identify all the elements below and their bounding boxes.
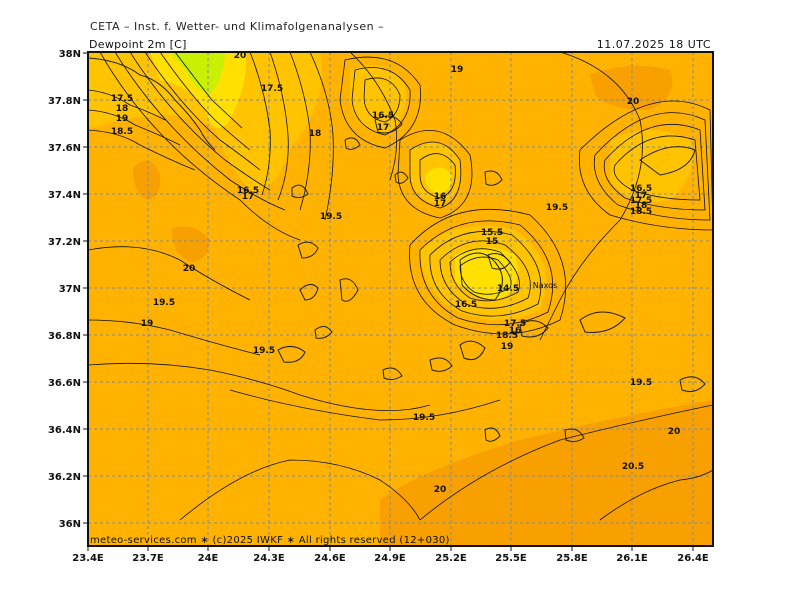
gridlines: [88, 52, 713, 546]
y-tick-label: 36.8N: [48, 331, 81, 342]
contour-label: 20: [183, 264, 196, 274]
y-axis-labels: 38N 37.8N 37.6N 37.4N 37.2N 37N 36.8N 36…: [48, 49, 81, 530]
plot-frame: [87, 51, 714, 547]
y-tick-label: 37.4N: [48, 190, 81, 201]
contour-label: 15.5: [481, 228, 503, 238]
x-tick-label: 23.4E: [72, 553, 104, 564]
contour-label: 19: [501, 342, 514, 352]
contour-label: 19.5: [546, 203, 568, 213]
contour-label: 20: [668, 427, 681, 437]
moist-core-center: [425, 167, 452, 194]
y-tick-label: 38N: [59, 49, 81, 60]
contour-label: 15: [486, 237, 499, 247]
contour-label: 19.5: [630, 378, 652, 388]
isolines: [88, 52, 713, 521]
x-tick-label: 26.4E: [677, 553, 709, 564]
contour-label: 19: [141, 319, 154, 329]
contour-label: 18: [309, 129, 322, 139]
contour-label: 19.5: [253, 346, 275, 356]
x-tick-label: 26.1E: [616, 553, 648, 564]
warm-zone-south: [380, 400, 713, 546]
contour-label: 19: [116, 114, 129, 124]
x-tick-label: 24.9E: [374, 553, 406, 564]
contour-label: 17.5: [504, 319, 526, 329]
y-tick-label: 36.2N: [48, 472, 81, 483]
header-title: CETA – Inst. f. Wetter- und Klimafolgena…: [90, 20, 385, 33]
contour-label: 18.5: [630, 207, 652, 217]
coastlines: [88, 57, 706, 443]
x-tick-label: 25.2E: [435, 553, 467, 564]
contour-label: 18.5: [111, 127, 133, 137]
contour-label: 17.5: [261, 84, 283, 94]
contour-label: 19.5: [320, 212, 342, 222]
moist-zone-northwest: [88, 52, 322, 192]
contour-label: 16: [509, 326, 522, 336]
y-tick-label: 36.6N: [48, 378, 81, 389]
contour-label: 16.5: [237, 186, 259, 196]
y-tick-label: 37.6N: [48, 143, 81, 154]
place-label-naxos: Naxos: [533, 281, 557, 290]
contour-label: 20: [627, 97, 640, 107]
y-tick-label: 36.4N: [48, 425, 81, 436]
warm-zone-west-2: [172, 226, 210, 262]
moist-zone-east: [610, 130, 693, 203]
warm-zone-northeast: [590, 66, 673, 110]
variable-label: Dewpoint 2m [C]: [89, 38, 187, 51]
x-tick-label: 23.7E: [132, 553, 164, 564]
contour-labels: 17.5 19 18 17.5 16.5 17 16.5 17 18 18.5 …: [111, 51, 680, 495]
contour-label: 17: [377, 123, 390, 133]
copyright-notice: meteo-services.com ∗ (c)2025 IWKF ∗ All …: [90, 535, 450, 546]
y-tick-label: 36N: [59, 519, 81, 530]
y-tick-label: 37.8N: [48, 96, 81, 107]
contour-label: 16.5: [455, 300, 477, 310]
axis-ticks: [83, 52, 694, 551]
contour-label: 16.5: [630, 184, 652, 194]
contour-label: 17: [635, 191, 648, 201]
contour-label: 20: [234, 51, 247, 61]
contour-label: 14.5: [497, 284, 519, 294]
contour-label: 20: [434, 485, 447, 495]
contour-label: 16: [434, 192, 447, 202]
contour-label: 17: [434, 199, 447, 209]
contour-label: 18: [116, 104, 129, 114]
map-field: [88, 52, 713, 546]
valid-time: 11.07.2025 18 UTC: [596, 38, 711, 51]
green-core-northwest: [170, 52, 225, 95]
x-tick-label: 24.3E: [253, 553, 285, 564]
contour-label: 17.5: [111, 94, 133, 104]
contour-label: 19.5: [153, 298, 175, 308]
x-tick-label: 25.5E: [495, 553, 527, 564]
warm-zone-west: [133, 160, 161, 200]
contour-label: 17: [242, 192, 255, 202]
y-tick-label: 37.2N: [48, 237, 81, 248]
contour-label: 17.5: [630, 196, 652, 206]
contour-label: 19.5: [413, 413, 435, 423]
x-axis-labels: 23.4E 23.7E 24E 24.3E 24.6E 24.9E 25.2E …: [72, 553, 709, 564]
contour-label: 16.5: [372, 111, 394, 121]
contour-label: 20.5: [622, 462, 644, 472]
y-tick-label: 37N: [59, 284, 81, 295]
contour-label: 18.5: [496, 331, 518, 341]
contour-label: 19: [451, 65, 464, 75]
x-tick-label: 24.6E: [314, 553, 346, 564]
x-tick-label: 25.8E: [556, 553, 588, 564]
contour-label: 18: [635, 201, 648, 211]
x-tick-label: 24E: [198, 553, 219, 564]
